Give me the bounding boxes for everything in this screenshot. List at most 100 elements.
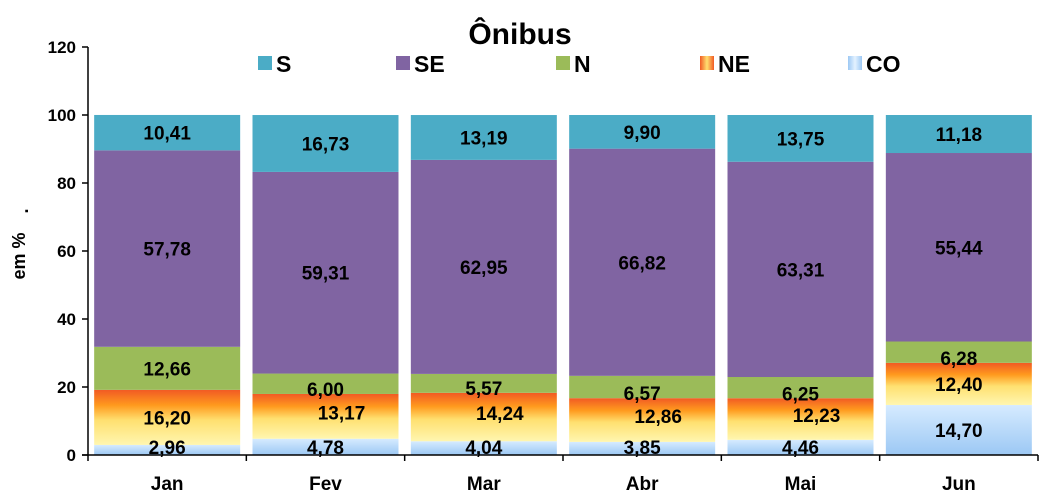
data-label-ne: 12,86 <box>634 407 682 428</box>
bar-stack-abr: 3,85 12,866,57 66,82 9,90 <box>569 115 716 459</box>
x-tick-label: Abr <box>626 474 659 495</box>
bar-segment-n <box>252 373 399 394</box>
bar-segment-se <box>727 161 874 378</box>
y-axis: 0 20 40 60 80 100 120 <box>48 38 89 465</box>
data-label-s: 13,19 <box>460 128 508 149</box>
legend-swatch-se <box>396 56 410 70</box>
legend-item-se: SE <box>396 51 445 77</box>
bar-segment-n <box>410 373 557 393</box>
legend-swatch-s <box>258 56 272 70</box>
data-label-se: 63,31 <box>777 260 825 281</box>
data-label-se: 55,44 <box>935 238 983 259</box>
x-tick-label: Jan <box>151 474 184 495</box>
bar-segment-ne <box>94 389 241 445</box>
chart-title: Ônibus <box>468 17 571 51</box>
bar-stack-mai: 4,46 12,236,25 63,31 13,75 <box>727 115 874 459</box>
bar-segment-se <box>94 150 241 347</box>
y-tick-label: 80 <box>57 174 76 193</box>
y-tick-label: 0 <box>67 446 76 465</box>
legend: S SE N NE CO <box>258 51 901 77</box>
bar-segment-co <box>252 438 399 455</box>
data-label-ne: 14,24 <box>476 404 524 425</box>
data-label-s: 10,41 <box>143 124 191 145</box>
data-label-co: 4,78 <box>307 438 344 459</box>
x-axis: Jan Fev Mar Abr Mai Jun <box>82 454 1039 495</box>
data-label-ne: 13,17 <box>318 403 366 424</box>
legend-swatch-ne <box>700 56 714 70</box>
bar-stack-jun: 14,70 12,40 6,28 55,44 11,18 <box>885 115 1032 455</box>
legend-label-co: CO <box>866 51 901 77</box>
bar-segment-s <box>252 115 399 172</box>
bar-segment-s <box>410 115 557 160</box>
x-tick-label: Mai <box>785 474 817 495</box>
data-label-s: 13,75 <box>777 129 825 150</box>
data-label-co: 4,46 <box>782 438 819 459</box>
data-label-n: 6,28 <box>940 349 977 370</box>
bar-segment-co <box>94 444 241 455</box>
data-label-n: 5,57 <box>465 379 502 400</box>
data-label-se: 62,95 <box>460 258 508 279</box>
data-label-n: 6,57 <box>624 384 661 405</box>
bar-segment-n <box>94 346 241 390</box>
data-label-co: 4,04 <box>465 438 502 459</box>
data-label-co: 14,70 <box>935 421 983 442</box>
y-tick-label: 40 <box>57 310 76 329</box>
bar-segment-ne <box>252 393 399 439</box>
x-tick-label: Jun <box>942 474 976 495</box>
legend-item-ne: NE <box>700 51 750 77</box>
data-label-n: 6,25 <box>782 384 819 405</box>
bar-segment-se <box>885 153 1032 342</box>
data-label-n: 12,66 <box>143 359 191 380</box>
x-tick-label: Fev <box>309 474 342 495</box>
legend-item-n: N <box>556 51 591 77</box>
data-label-s: 9,90 <box>624 123 661 144</box>
bar-segment-co <box>410 441 557 455</box>
bar-segment-se <box>569 148 716 376</box>
y-axis-label: em % <box>9 232 29 279</box>
bar-segment-s <box>569 115 716 149</box>
legend-label-s: S <box>276 51 291 77</box>
bar-segment-co <box>727 439 874 455</box>
legend-swatch-n <box>556 56 570 70</box>
legend-item-s: S <box>258 51 291 77</box>
data-label-co: 3,85 <box>624 438 661 459</box>
bars: 2,96 16,20 12,66 57,78 10,41 4,78 13,176,00 59,… <box>94 114 1032 459</box>
bar-segment-ne <box>727 398 874 440</box>
y-axis-label-suffix: . <box>12 208 32 213</box>
bar-segment-n <box>885 341 1032 363</box>
data-label-ne: 16,20 <box>143 408 191 429</box>
data-label-se: 57,78 <box>143 240 191 261</box>
data-label-se: 66,82 <box>618 253 666 274</box>
y-tick-label: 20 <box>57 378 76 397</box>
data-label-ne: 12,23 <box>793 406 841 427</box>
data-label-n: 6,00 <box>307 380 344 401</box>
bar-segment-co <box>569 441 716 455</box>
y-tick-label: 120 <box>48 38 76 57</box>
data-label-s: 11,18 <box>936 125 983 146</box>
y-tick-label: 60 <box>57 242 76 261</box>
bar-segment-se <box>410 159 557 374</box>
legend-label-se: SE <box>414 51 445 77</box>
bar-stack-mar: 4,04 14,24 5,57 62,95 13,19 <box>410 115 557 459</box>
bar-segment-ne <box>885 362 1032 406</box>
legend-label-n: N <box>574 51 591 77</box>
bar-segment-ne <box>410 392 557 442</box>
legend-label-ne: NE <box>718 51 750 77</box>
bar-segment-s <box>94 114 241 151</box>
data-label-se: 59,31 <box>302 264 350 285</box>
bar-segment-ne <box>569 398 716 442</box>
data-label-co: 2,96 <box>149 438 186 459</box>
bar-segment-n <box>727 377 874 399</box>
data-label-s: 16,73 <box>302 134 350 155</box>
x-tick-label: Mar <box>467 474 501 495</box>
bar-stack-fev: 4,78 13,176,00 59,31 16,73 <box>252 115 399 459</box>
bar-segment-s <box>727 115 874 162</box>
bar-segment-se <box>252 171 399 374</box>
legend-swatch-co <box>848 56 862 70</box>
bar-segment-n <box>569 375 716 399</box>
bar-segment-s <box>885 115 1032 154</box>
y-tick-label: 100 <box>48 106 76 125</box>
legend-item-co: CO <box>848 51 901 77</box>
bar-stack-jan: 2,96 16,20 12,66 57,78 10,41 <box>94 114 241 459</box>
